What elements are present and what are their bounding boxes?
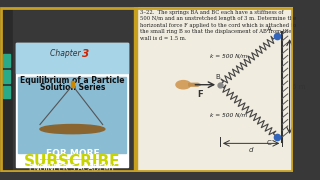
Bar <box>3 70 10 83</box>
Text: k = 500 N/m: k = 500 N/m <box>210 113 247 118</box>
Text: F: F <box>197 90 203 99</box>
Ellipse shape <box>176 81 191 89</box>
Text: C: C <box>267 140 271 146</box>
Text: 3: 3 <box>82 49 89 59</box>
Text: Solution Series: Solution Series <box>40 83 105 92</box>
Text: A: A <box>267 26 271 32</box>
Bar <box>18 77 126 153</box>
Bar <box>17 43 128 167</box>
Ellipse shape <box>40 125 105 134</box>
Text: FOR MORE: FOR MORE <box>45 149 99 158</box>
Bar <box>3 86 10 98</box>
Text: Equilibrium of a Particle: Equilibrium of a Particle <box>20 76 125 85</box>
Text: d: d <box>249 147 253 153</box>
Bar <box>138 7 293 172</box>
Bar <box>134 7 138 172</box>
Text: B: B <box>216 74 220 80</box>
Bar <box>71 81 74 87</box>
Text: k = 500 N/m: k = 500 N/m <box>210 53 247 58</box>
Text: 3–22.  The springs BA and BC each have a stiffness of
500 N/m and an unstretched: 3–22. The springs BA and BC each have a … <box>140 10 296 41</box>
FancyArrow shape <box>189 83 201 86</box>
Text: SUBSCRIBE: SUBSCRIBE <box>24 154 121 169</box>
Bar <box>3 55 10 67</box>
Bar <box>13 7 134 172</box>
Text: 6 m: 6 m <box>292 84 306 89</box>
Bar <box>0 7 13 172</box>
Text: ENGINEER'S ACADEMY: ENGINEER'S ACADEMY <box>29 164 116 173</box>
Text: Chapter: Chapter <box>51 49 84 58</box>
Bar <box>17 43 128 73</box>
Text: ────────────────────────────────────────: ──────────────────────────────────────── <box>40 158 105 162</box>
